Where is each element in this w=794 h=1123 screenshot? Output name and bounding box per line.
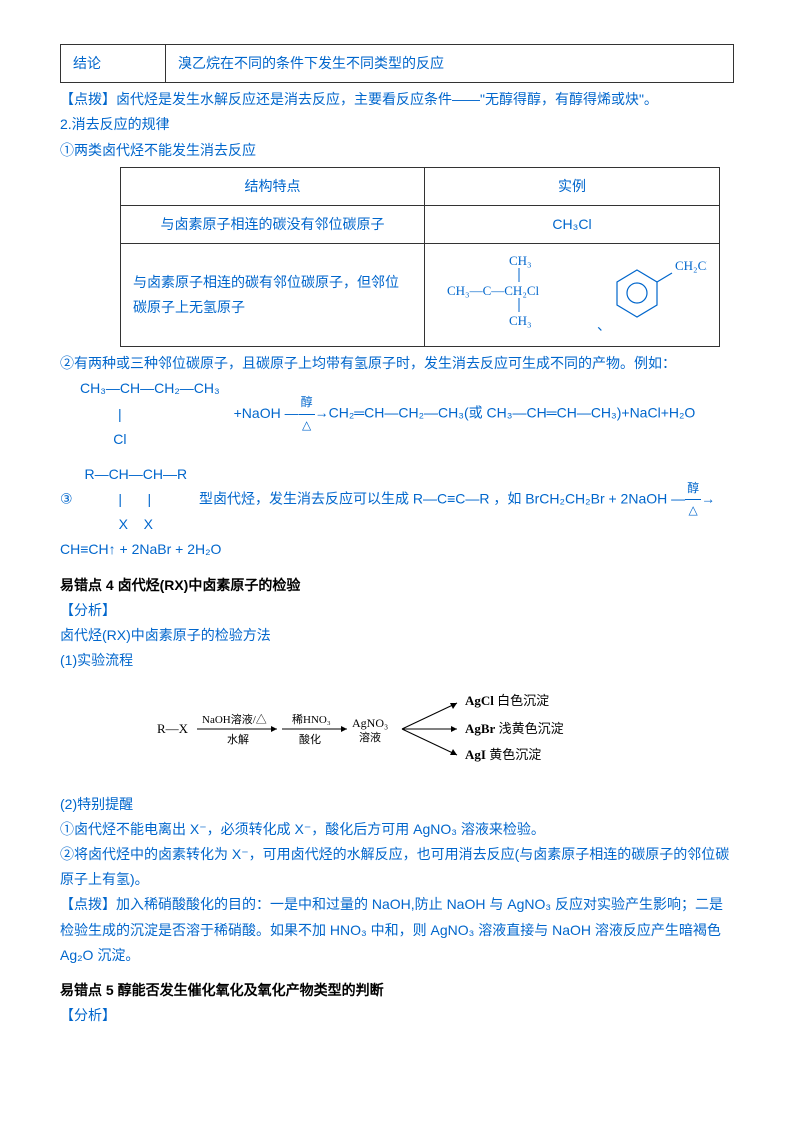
svg-text:溶液: 溶液 — [359, 730, 381, 744]
eq3-cond-top: 醇 — [685, 478, 701, 501]
rule2-3-end: CH≡CH↑ + 2NaBr + 2H₂O — [60, 537, 734, 562]
analysis-label-2: 【分析】 — [60, 1003, 734, 1028]
eq3-cond-bot: △ — [685, 500, 701, 522]
err4-step1: (1)实验流程 — [60, 648, 734, 673]
err4-note: 【点拨】加入稀硝酸酸化的目的：一是中和过量的 NaOH,防止 NaOH 与 Ag… — [60, 892, 734, 968]
equation-1: CH₃—CH—CH₂—CH₃ | Cl +NaOH —醇△→CH₂═CH—CH₂… — [80, 376, 734, 452]
eq1-reactant: CH₃—CH—CH₂—CH₃ — [80, 380, 220, 396]
svg-text:AgNO₃: AgNO₃ — [352, 716, 388, 730]
svg-text:AgCl 白色沉淀: AgCl 白色沉淀 — [465, 693, 549, 708]
rule2-title: 2.消去反应的规律 — [60, 112, 734, 137]
conclusion-label: 结论 — [61, 45, 166, 83]
eq1-cond-top: 醇 — [299, 392, 315, 415]
rule2-3-pre: ③ — [60, 490, 73, 506]
svg-text:CH₃: CH₃ — [509, 253, 532, 268]
analysis-label-1: 【分析】 — [60, 598, 734, 623]
svg-text:AgI 黄色沉淀: AgI 黄色沉淀 — [465, 747, 541, 762]
svg-text:AgBr 浅黄色沉淀: AgBr 浅黄色沉淀 — [465, 721, 564, 736]
eq1-sub: Cl — [113, 431, 126, 447]
structure-table: 结构特点 实例 与卤素原子相连的碳没有邻位碳原子 CH₃Cl 与卤素原子相连的碳… — [120, 167, 720, 347]
err4-p2: ②将卤代烃中的卤素转化为 X⁻，可用卤代烃的水解反应，也可用消去反应(与卤素原子… — [60, 842, 734, 892]
svg-text:CH₃—C—CH₂Cl: CH₃—C—CH₂Cl — [447, 283, 540, 298]
rule2-2: ②有两种或三种邻位碳原子，且碳原子上均带有氢原子时，发生消去反应可生成不同的产物… — [60, 351, 734, 376]
svg-text:NaOH溶液/△: NaOH溶液/△ — [202, 712, 267, 726]
struct-header-2: 实例 — [425, 167, 720, 205]
scheme-start: R—X — [157, 721, 189, 736]
chem-structure-svg: CH₃ CH₃—C—CH₂Cl CH₃ CH₂Cl 、 — [437, 250, 707, 340]
conclusion-content: 溴乙烷在不同的条件下发生不同类型的反应 — [166, 45, 734, 83]
eq1-cond-bot: △ — [299, 415, 315, 437]
reaction-scheme: R—X NaOH溶液/△ 水解 稀HNO₃ 酸化 AgNO₃ 溶液 AgCl 白… — [60, 683, 734, 781]
svg-text:CH₃: CH₃ — [509, 313, 532, 328]
rule2-3-mid: 型卤代烃，发生消去反应可以生成 R—C≡C—R ，如 BrCH₂CH₂Br + … — [199, 490, 667, 506]
svg-text:酸化: 酸化 — [299, 732, 321, 746]
svg-text:稀HNO₃: 稀HNO₃ — [292, 713, 331, 726]
err4-title: 易错点 4 卤代烃(RX)中卤素原子的检验 — [60, 573, 734, 598]
err4-step2: (2)特别提醒 — [60, 792, 734, 817]
struct-row1-col2: CH₃Cl — [425, 205, 720, 243]
struct-row2-col2: CH₃ CH₃—C—CH₂Cl CH₃ CH₂Cl 、 — [425, 244, 720, 347]
err4-method: 卤代烃(RX)中卤素原子的检验方法 — [60, 623, 734, 648]
rule2-1: ①两类卤代烃不能发生消去反应 — [60, 138, 734, 163]
rule2-3-top: R—CH—CH—R — [84, 466, 187, 482]
svg-text:CH₂Cl: CH₂Cl — [675, 258, 707, 273]
rule2-3-bot: X X — [119, 516, 153, 532]
note1: 【点拨】卤代烃是发生水解反应还是消去反应，主要看反应条件——"无醇得醇，有醇得烯… — [60, 87, 734, 112]
err4-p1: ①卤代烃不能电离出 X⁻，必须转化成 X⁻，酸化后方可用 AgNO₃ 溶液来检验… — [60, 817, 734, 842]
conclusion-table: 结论 溴乙烷在不同的条件下发生不同类型的反应 — [60, 44, 734, 83]
rule2-3: ③ R—CH—CH—R | | X X 型卤代烃，发生消去反应可以生成 R—C≡… — [60, 462, 734, 538]
svg-text:水解: 水解 — [227, 732, 249, 746]
svg-text:、: 、 — [597, 317, 611, 333]
struct-header-1: 结构特点 — [121, 167, 425, 205]
struct-row1-col1: 与卤素原子相连的碳没有邻位碳原子 — [121, 205, 425, 243]
struct-row2-col1: 与卤素原子相连的碳有邻位碳原子，但邻位碳原子上无氢原子 — [121, 244, 425, 347]
err5-title: 易错点 5 醇能否发生催化氧化及氧化产物类型的判断 — [60, 978, 734, 1003]
